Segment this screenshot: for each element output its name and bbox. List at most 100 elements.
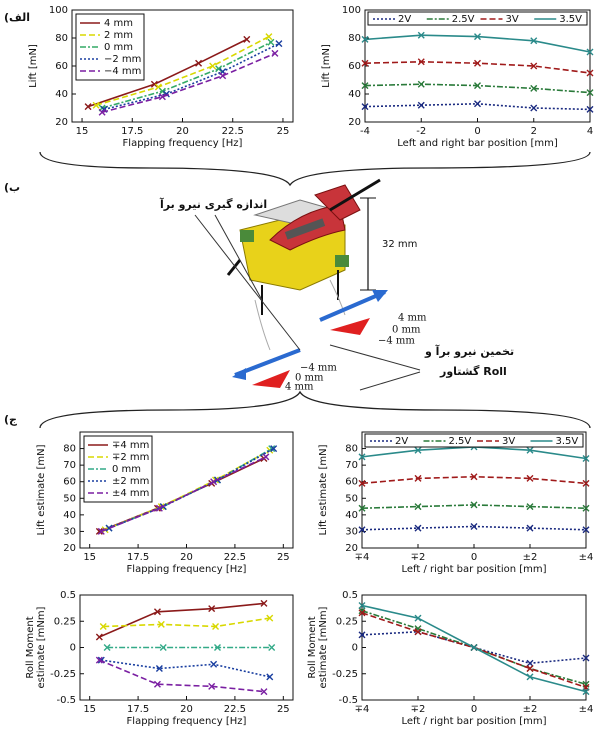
y-tick-label: 50: [345, 493, 358, 504]
panel-label: (ب: [4, 181, 20, 194]
legend-label: ∓4 mm: [112, 440, 149, 451]
dimension-label: 32 mm: [382, 239, 417, 250]
y-tick-label: 0.5: [60, 590, 76, 601]
y-tick-label: 100: [49, 5, 68, 16]
legend: 4 mm2 mm0 mm−2 mm−4 mm: [76, 14, 144, 80]
x-axis-label: Flapping frequency [Hz]: [123, 138, 243, 149]
x-axis-label: Flapping frequency [Hz]: [127, 716, 247, 727]
y-axis-label: Roll Moment: [25, 616, 36, 678]
x-tick-label: 0: [474, 126, 480, 137]
legend-label: 0 mm: [112, 464, 141, 475]
x-axis-label: Left / right bar position [mm]: [401, 564, 546, 575]
position-label: 0 mm: [392, 325, 421, 336]
y-tick-label: 20: [348, 117, 361, 128]
x-tick-label: 4: [587, 126, 593, 137]
legend-label: 3.5V: [556, 436, 579, 447]
diagram-label: تخمین نیرو برآ و: [424, 344, 514, 358]
y-tick-label: 0.25: [336, 616, 358, 627]
legend-label: 2V: [395, 436, 408, 447]
legend-label: 3V: [506, 14, 519, 25]
brace: [40, 392, 590, 428]
x-tick-label: ±4: [579, 704, 594, 715]
legend-label: ∓2 mm: [112, 452, 149, 463]
x-axis-label: Flapping frequency [Hz]: [127, 564, 247, 575]
figure: (الف (ب (ج اندازه گیری نیرو برآ 32 mm 4 …: [0, 0, 601, 733]
x-tick-label: 17.5: [127, 552, 149, 563]
legend-label: 2V: [398, 14, 411, 25]
legend-label: 3V: [502, 436, 515, 447]
y-tick-label: 80: [348, 33, 361, 44]
x-tick-label: 22.5: [224, 552, 246, 563]
y-tick-label: 60: [345, 477, 358, 488]
plot-area: [362, 432, 586, 548]
y-axis-label: estimate [mNm]: [36, 606, 47, 688]
y-tick-label: 60: [348, 61, 361, 72]
x-tick-label: 15: [76, 126, 89, 137]
y-tick-label: -0.5: [56, 695, 76, 706]
position-label: −4 mm: [378, 336, 415, 347]
y-tick-label: 70: [63, 460, 76, 471]
x-tick-label: 20: [180, 704, 193, 715]
x-axis-label: Left and right bar position [mm]: [397, 138, 558, 149]
x-tick-label: 17.5: [121, 126, 143, 137]
position-label: 4 mm: [398, 313, 427, 324]
x-tick-label: 20: [180, 552, 193, 563]
y-tick-label: 50: [63, 493, 76, 504]
panel-label: (ج: [4, 413, 17, 427]
y-tick-label: 0: [352, 643, 358, 654]
legend-label: 0 mm: [104, 42, 133, 53]
legend-label: ±4 mm: [112, 488, 149, 499]
legend: 2V 2.5V 3V 3.5V: [365, 434, 583, 447]
y-tick-label: 30: [345, 526, 358, 537]
panel-label: (الف: [4, 11, 30, 24]
x-tick-label: 22.5: [222, 126, 244, 137]
x-tick-label: ±2: [523, 552, 538, 563]
legend-label: 2.5V: [452, 14, 475, 25]
y-tick-label: -0.25: [50, 669, 76, 680]
x-axis-label: Left / right bar position [mm]: [401, 716, 546, 727]
y-tick-label: 40: [55, 89, 68, 100]
legend-label: −2 mm: [104, 54, 141, 65]
x-tick-label: -4: [360, 126, 370, 137]
y-tick-label: 60: [63, 477, 76, 488]
y-tick-label: 20: [55, 117, 68, 128]
x-tick-label: 25: [277, 704, 290, 715]
y-axis-label: Lift estimate [mN]: [36, 444, 47, 535]
x-tick-label: 0: [471, 704, 477, 715]
legend-label: 3.5V: [559, 14, 582, 25]
x-tick-label: ±2: [523, 704, 538, 715]
y-tick-label: 30: [63, 526, 76, 537]
legend: 2V 2.5V 3V 3.5V: [368, 12, 587, 25]
y-tick-label: 20: [345, 543, 358, 554]
y-tick-label: 60: [55, 61, 68, 72]
legend: ∓4 mm∓2 mm0 mm±2 mm±4 mm: [84, 436, 152, 502]
y-tick-label: 80: [55, 33, 68, 44]
page: (الف (ب (ج اندازه گیری نیرو برآ 32 mm 4 …: [0, 0, 601, 733]
legend-label: ±2 mm: [112, 476, 149, 487]
y-tick-label: 70: [345, 460, 358, 471]
y-tick-label: 80: [345, 444, 358, 455]
y-axis-label: Lift [mN]: [28, 44, 39, 88]
y-tick-label: -0.5: [338, 695, 358, 706]
brace: [40, 152, 590, 185]
y-tick-label: 0.25: [54, 616, 76, 627]
legend-label: 2.5V: [449, 436, 472, 447]
y-tick-label: -0.25: [332, 669, 358, 680]
y-tick-label: 40: [63, 510, 76, 521]
x-tick-label: ±4: [579, 552, 594, 563]
legend-label: 2 mm: [104, 30, 133, 41]
x-tick-label: 0: [471, 552, 477, 563]
legend-label: −4 mm: [104, 66, 141, 77]
x-tick-label: 22.5: [224, 704, 246, 715]
x-tick-label: ∓2: [411, 552, 426, 563]
x-tick-label: 25: [277, 126, 290, 137]
y-tick-label: 0: [70, 643, 76, 654]
x-tick-label: 25: [277, 552, 290, 563]
position-label: 4 mm: [285, 382, 314, 393]
x-tick-label: 17.5: [127, 704, 149, 715]
x-tick-label: 15: [83, 704, 96, 715]
diagram-label: اندازه گیری نیرو برآ: [159, 197, 267, 211]
y-tick-label: 40: [345, 510, 358, 521]
x-tick-label: 2: [531, 126, 537, 137]
x-tick-label: 20: [176, 126, 189, 137]
